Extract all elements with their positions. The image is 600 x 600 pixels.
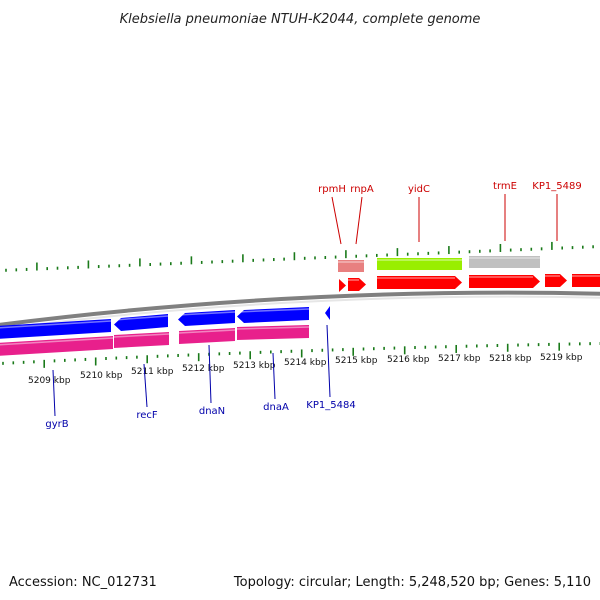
kbp-label: 5212 kbp [182,364,225,374]
reverse-cds-dnaA [237,307,309,323]
gene-label-leader [355,196,363,245]
gene-label-dnaA: dnaA [263,402,289,413]
outer-ticks [5,241,594,272]
kbp-label: 5215 kbp [335,356,378,366]
gene-label-gyrB: gyrB [45,419,68,430]
reverse-cds-recF [114,314,168,331]
kbp-label: 5217 kbp [438,354,481,364]
gene-label-rpmH: rpmH [318,184,346,195]
gene-label-leader [272,352,276,400]
reverse-cds-track [0,306,330,339]
gene-label-trmE: trmE [493,181,517,192]
forward-cds-yidC [377,276,462,289]
forward-gene-rpmH-rnpA [338,260,364,272]
kbp-label: 5219 kbp [540,353,583,363]
forward-gene-yidC [377,258,462,270]
gene-label-leader [52,369,56,417]
inner-ticks [2,341,600,368]
gene-label-recF: recF [136,410,158,421]
genome-backbone [0,290,600,327]
gene-label-leader [331,196,342,245]
summary-text: Topology: circular; Length: 5,248,520 bp… [233,575,591,590]
gene-label-dnaN: dnaN [199,406,225,417]
gene-label-yidC: yidC [408,184,430,195]
kbp-label: 5210 kbp [80,371,123,381]
forward-gene-labels: rpmH rnpA yidC trmE KP1_5489 [318,181,582,245]
genome-backbone-inner [0,295,600,330]
kbp-label: 5218 kbp [489,354,532,364]
forward-cds-rpmH [339,279,346,292]
reverse-cds-gyrB [0,319,111,339]
map-title: Klebsiella pneumoniae NTUH-K2044, comple… [120,12,481,27]
kbp-label: 5213 kbp [233,361,276,371]
reverse-gene-dnaA-highlight [236,326,310,330]
gene-label-KP1_5489: KP1_5489 [532,181,581,192]
kbp-label: 5216 kbp [387,355,430,365]
forward-cds-track [339,274,600,292]
reverse-gene-dnaN [179,328,235,344]
gene-label-leader [208,344,212,404]
reverse-cds-KP1_5484 [325,306,330,320]
reverse-cds-dnaN [178,310,235,326]
reverse-gene-labels: gyrB recF dnaN dnaA KP1_5484 [45,324,356,430]
kbp-label: 5214 kbp [284,358,327,368]
forward-genes-track [338,256,540,272]
kbp-label: 5211 kbp [131,367,174,377]
reverse-cds-dnaN-highlight [177,311,236,316]
kbp-label: 5209 kbp [28,376,71,386]
reverse-cds-recF-highlight [113,315,169,321]
kbp-scale: 5209 kbp 5210 kbp 5211 kbp 5212 kbp 5213… [28,353,583,386]
reverse-gene-recF-highlight [113,333,170,338]
gene-label-leader [326,324,331,398]
forward-cds-KP1_5488 [545,274,567,287]
reverse-cds-gyrB-highlight [0,320,112,329]
gene-label-KP1_5484: KP1_5484 [306,400,355,411]
forward-cds-trmE [469,275,540,288]
reverse-gene-dnaA [237,325,309,340]
gene-label-rnpA: rnpA [350,184,374,195]
forward-cds-rnpA [348,278,366,291]
reverse-gene-dnaN-highlight [178,329,236,334]
reverse-gene-gyrB [0,336,113,356]
reverse-gene-gyrB-highlight [0,337,114,346]
reverse-gene-recF [114,332,169,348]
accession-text: Accession: NC_012731 [9,575,157,590]
reverse-cds-dnaA-highlight [236,308,310,313]
forward-cds-KP1_5489 [572,274,600,287]
reverse-genes-track [0,325,310,356]
forward-gene-trmE [469,256,540,268]
gene-label-leader [143,363,148,408]
